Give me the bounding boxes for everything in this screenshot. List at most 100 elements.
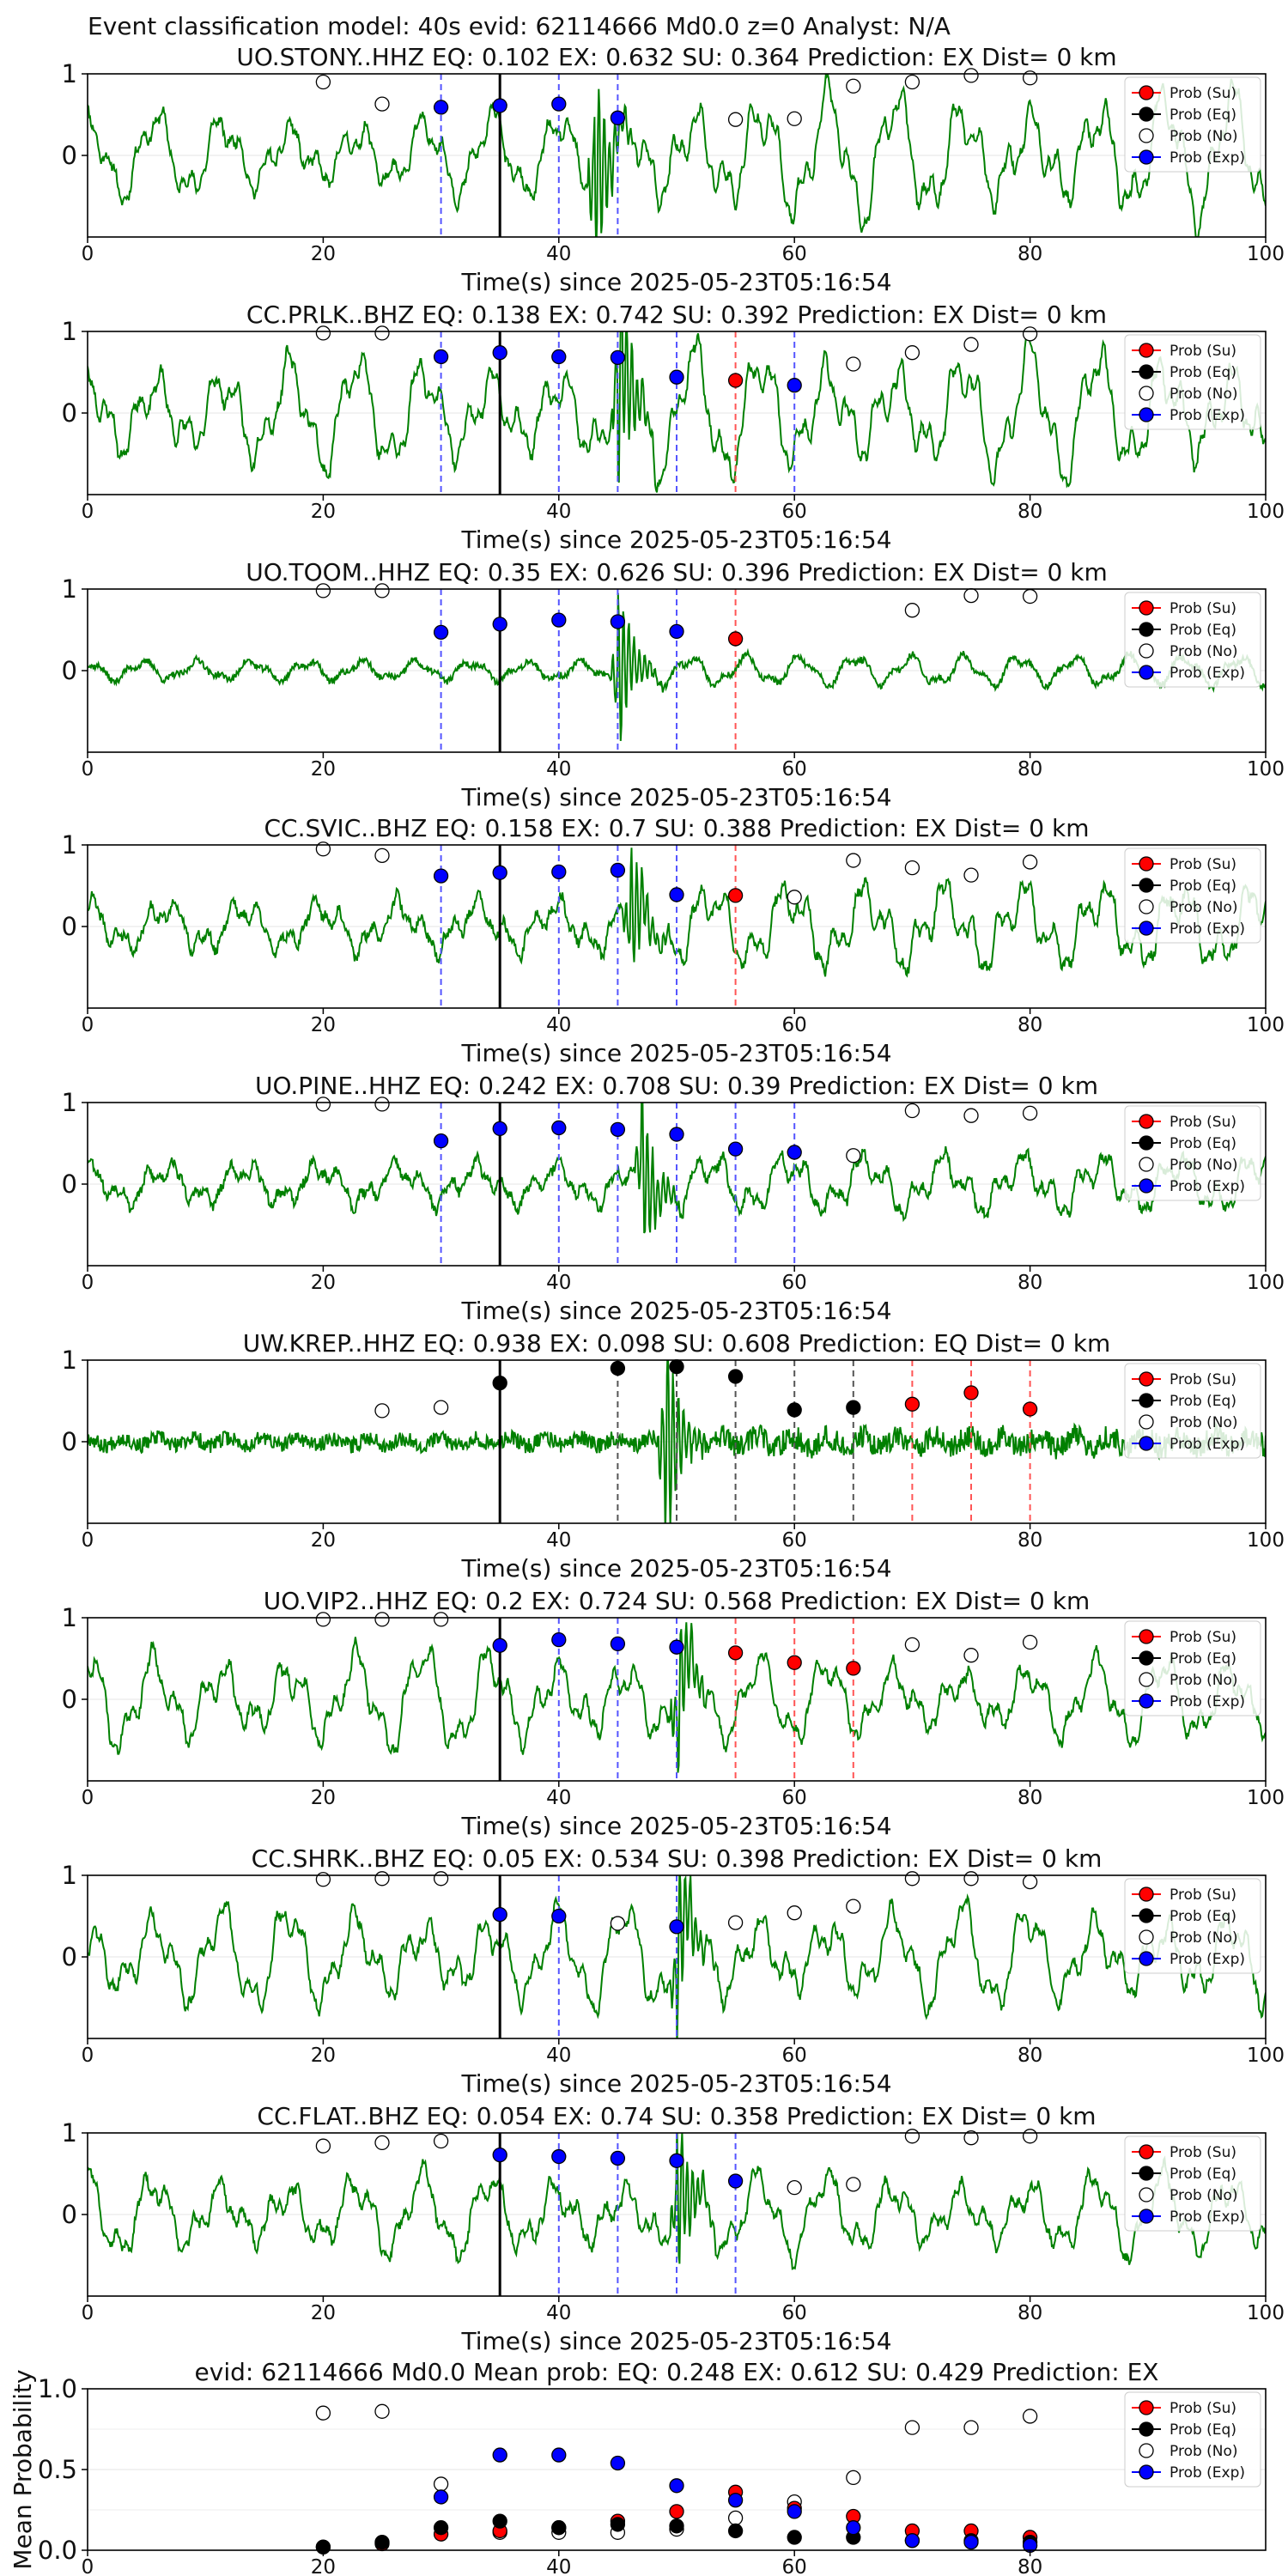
legend-marker (1139, 2208, 1154, 2224)
prob-point-no (904, 1871, 920, 1886)
prob-point-exp (551, 1632, 567, 1648)
x-axis-label: Time(s) since 2025-05-23T05:16:54 (460, 1812, 891, 1840)
legend-label: Prob (Exp) (1170, 1436, 1245, 1453)
prob-point-eq (433, 2520, 449, 2536)
legend-marker (1139, 1908, 1154, 1923)
x-tick-label: 80 (1018, 243, 1042, 265)
legend-box (1124, 1105, 1261, 1201)
legend-label: Prob (No) (1170, 899, 1238, 916)
panel-title: CC.PRLK..BHZ EQ: 0.138 EX: 0.742 SU: 0.3… (246, 301, 1107, 329)
legend-box (1124, 1878, 1261, 1974)
legend: Prob (Su) Prob (Eq) Prob (No) Prob (Exp) (1124, 1105, 1261, 1201)
legend-label: Prob (Exp) (1170, 149, 1245, 167)
x-tick-label: 40 (546, 1014, 571, 1036)
x-axis-label: Time(s) since 2025-05-23T05:16:54 (460, 268, 891, 296)
legend-box (1124, 334, 1261, 430)
x-axis-label: Time(s) since 2025-05-23T05:16:54 (460, 2069, 891, 2098)
panel-title: CC.SHRK..BHZ EQ: 0.05 EX: 0.534 SU: 0.39… (252, 1844, 1103, 1873)
prob-point-exp (492, 865, 507, 880)
x-tick-label: 0 (82, 243, 94, 265)
prob-point-exp (551, 96, 567, 112)
y-tick-label: 1 (62, 1088, 77, 1117)
legend-marker (1139, 1650, 1154, 1666)
x-tick-label: 100 (1247, 1787, 1285, 1809)
x-tick-label: 60 (782, 243, 807, 265)
prob-point-exp (846, 2520, 861, 2536)
x-tick-label: 20 (311, 1272, 336, 1294)
prob-point-eq (669, 2518, 684, 2534)
legend-label: Prob (Exp) (1170, 665, 1245, 682)
prob-point-no (1022, 70, 1038, 86)
prob-point-no (904, 1637, 920, 1652)
legend-marker (1139, 1929, 1154, 1945)
prob-point-exp (610, 2455, 626, 2471)
prob-point-exp (727, 2173, 744, 2189)
prob-point-no (433, 2476, 449, 2492)
x-tick-label: 60 (782, 2302, 807, 2324)
legend-marker (1139, 106, 1154, 122)
prob-point-no (963, 1108, 979, 1123)
x-tick-label: 0 (82, 1014, 94, 1036)
x-tick-label: 20 (311, 2044, 336, 2067)
prob-point-no (727, 2510, 744, 2526)
legend-label: Prob (Exp) (1170, 2464, 1245, 2482)
x-tick-label: 20 (311, 1014, 336, 1036)
x-axis-label: Time(s) since 2025-05-23T05:16:54 (460, 1039, 891, 1067)
prob-point-no (374, 1403, 390, 1419)
prob-point-eq (492, 2513, 507, 2529)
prob-point-exp (551, 349, 567, 365)
prob-point-no (315, 74, 331, 90)
x-tick-label: 100 (1247, 1014, 1285, 1036)
panel-2: CC.PRLK..BHZ EQ: 0.138 EX: 0.742 SU: 0.3… (62, 301, 1285, 554)
x-tick-label: 0 (82, 1529, 94, 1552)
x-tick-label: 100 (1247, 2302, 1285, 2324)
legend-marker (1139, 1135, 1154, 1151)
prob-point-no (904, 345, 920, 361)
prob-point-no (374, 1871, 390, 1886)
prob-point-no (846, 853, 861, 868)
prob-point-no (787, 111, 802, 126)
prob-point-no (374, 2135, 390, 2151)
legend-label: Prob (Eq) (1170, 364, 1236, 381)
legend-label: Prob (No) (1170, 1929, 1238, 1947)
prob-point-exp (492, 617, 507, 632)
prob-point-exp (610, 349, 626, 366)
prob-point-no (727, 112, 744, 127)
legend-label: Prob (Eq) (1170, 2421, 1236, 2439)
prob-point-exp (727, 1141, 744, 1157)
x-tick-label: 80 (1018, 1787, 1042, 1809)
legend-marker (1139, 1886, 1154, 1902)
x-tick-label: 60 (782, 501, 807, 523)
prob-point-exp (492, 345, 507, 361)
prob-point-no (963, 2130, 979, 2146)
legend-label: Prob (Eq) (1170, 1650, 1236, 1668)
waveform-trace (88, 2133, 1266, 2270)
panel-3: UO.TOOM..HHZ EQ: 0.35 EX: 0.626 SU: 0.39… (62, 558, 1285, 811)
legend-marker (1139, 920, 1154, 936)
legend-marker (1139, 1951, 1154, 1966)
prob-point-eq (787, 2530, 802, 2545)
x-tick-label: 20 (311, 501, 336, 523)
legend-marker (1139, 2464, 1154, 2480)
prob-point-no (963, 337, 979, 352)
legend: Prob (Su) Prob (Eq) Prob (No) Prob (Exp) (1124, 2391, 1261, 2488)
legend-label: Prob (Su) (1170, 1114, 1236, 1131)
prob-point-no (904, 1103, 920, 1119)
y-tick-label: 0 (62, 1170, 77, 1199)
panel-title: UO.STONY..HHZ EQ: 0.102 EX: 0.632 SU: 0.… (236, 43, 1116, 71)
prob-point-no (787, 1905, 802, 1921)
x-tick-label: 80 (1018, 758, 1042, 781)
legend-marker (1139, 2443, 1154, 2458)
waveform-trace (88, 1103, 1266, 1234)
legend: Prob (Su) Prob (Eq) Prob (No) Prob (Exp) (1124, 2136, 1261, 2232)
prob-point-exp (610, 862, 626, 878)
legend-marker (1139, 600, 1154, 616)
x-tick-label: 20 (311, 2302, 336, 2324)
prob-point-exp (492, 2447, 507, 2463)
legend-label: Prob (Exp) (1170, 407, 1245, 424)
prob-point-no (374, 1612, 390, 1627)
y-tick-label: 1 (62, 2118, 77, 2148)
plot-area (88, 1103, 1266, 1266)
prob-point-exp (492, 1906, 507, 1923)
prob-point-no (1022, 326, 1038, 342)
